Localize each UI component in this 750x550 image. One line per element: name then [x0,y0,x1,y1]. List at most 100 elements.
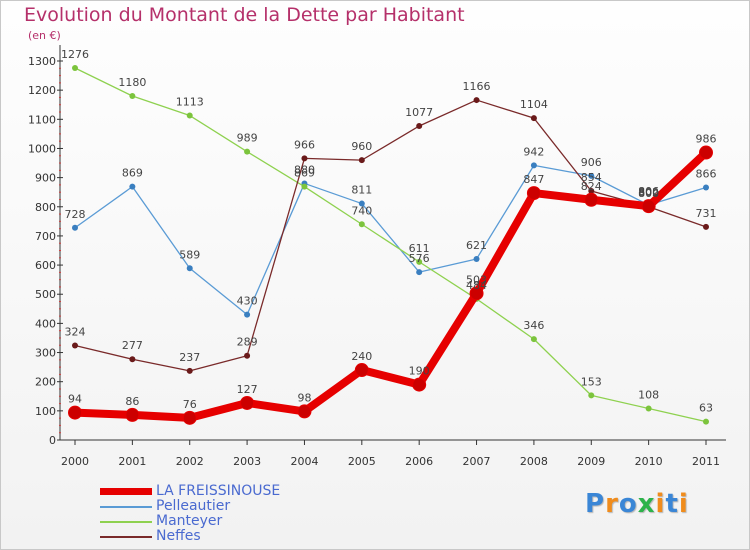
data-point-manteyer [301,183,308,190]
data-point-la-freissinouse [526,186,541,201]
data-label-la-freissinouse: 98 [297,391,311,404]
x-tick-label: 2008 [520,455,548,468]
data-label-pelleautier: 880 [294,163,315,176]
data-point-la-freissinouse [584,192,599,207]
data-point-neffes [588,188,595,195]
y-tick-label: 0 [49,434,56,447]
y-tick-label: 100 [35,405,56,418]
x-tick-label: 2002 [176,455,204,468]
data-point-pelleautier [244,311,251,318]
data-label-manteyer: 346 [523,319,544,332]
data-label-manteyer: 63 [699,402,713,415]
data-label-neffes: 237 [179,351,200,364]
data-point-neffes [72,342,78,349]
data-label-neffes: 731 [696,207,717,220]
y-tick-label: 1000 [28,142,56,155]
data-point-pelleautier [129,183,136,190]
data-label-manteyer: 484 [466,279,487,292]
x-tick-label: 2009 [577,455,605,468]
data-point-la-freissinouse [240,395,255,410]
data-point-manteyer [703,418,709,425]
logo-letter: t [665,489,679,519]
data-label-la-freissinouse: 847 [523,173,544,186]
data-point-neffes [244,352,251,359]
data-label-pelleautier: 576 [409,252,430,265]
data-label-pelleautier: 866 [696,168,717,181]
data-point-la-freissinouse [297,404,312,419]
series-line-la-freissinouse [71,148,710,422]
data-label-pelleautier: 906 [581,156,602,169]
data-point-la-freissinouse [125,407,140,422]
data-label-manteyer: 989 [237,132,258,145]
data-point-neffes [301,155,308,162]
data-point-manteyer [358,221,365,228]
x-tick-label: 2004 [290,455,318,468]
y-tick-label: 500 [35,288,56,301]
data-label-la-freissinouse: 127 [237,383,258,396]
data-label-manteyer: 1180 [118,76,146,89]
data-point-pelleautier [588,172,595,179]
x-tick-label: 2000 [61,455,89,468]
data-label-manteyer: 740 [351,204,372,217]
data-point-neffes [129,356,136,363]
data-label-la-freissinouse: 240 [351,350,372,363]
data-label-pelleautier: 621 [466,239,487,252]
data-point-pelleautier [72,224,78,231]
y-tick-label: 300 [35,347,56,360]
legend-swatch [100,521,152,523]
data-label-neffes: 854 [581,171,602,184]
data-label-pelleautier: 806 [638,185,659,198]
data-label-la-freissinouse: 986 [696,133,717,146]
y-tick-label: 1300 [28,55,56,68]
y-tick-label: 1100 [28,113,56,126]
data-point-manteyer [645,405,652,412]
logo-letter: i [678,489,689,519]
data-point-la-freissinouse [641,199,656,214]
legend-label: LA FREISSINOUSE [156,483,281,499]
data-label-neffes: 277 [122,339,143,352]
data-point-neffes [530,115,537,122]
data-label-la-freissinouse: 824 [581,180,602,193]
data-label-la-freissinouse: 86 [125,395,139,408]
data-label-manteyer: 1113 [176,96,204,109]
data-label-manteyer: 1276 [61,48,89,61]
data-point-manteyer [530,336,537,343]
data-point-neffes [358,157,365,164]
data-point-neffes [186,367,193,374]
x-tick-label: 2006 [405,455,433,468]
series-line-pelleautier [74,164,707,316]
logo-letter: i [655,489,666,519]
data-point-la-freissinouse [412,377,427,392]
data-label-manteyer: 108 [638,389,659,402]
legend-label: Neffes [156,528,201,544]
data-label-pelleautier: 430 [237,295,258,308]
data-label-pelleautier: 869 [122,167,143,180]
y-tick-label: 200 [35,376,56,389]
chart-title: Evolution du Montant de la Dette par Hab… [24,4,465,26]
y-tick-label: 1200 [28,84,56,97]
data-label-pelleautier: 589 [179,248,200,261]
y-tick-label: 700 [35,230,56,243]
data-point-la-freissinouse [469,286,484,301]
data-point-neffes [703,223,709,230]
unit-label: (en €) [28,29,61,42]
data-point-manteyer [186,112,193,119]
data-point-manteyer [244,148,251,155]
y-tick-label: 600 [35,259,56,272]
x-tick-label: 2001 [118,455,146,468]
data-point-pelleautier [530,162,537,169]
data-point-pelleautier [473,255,480,262]
data-label-neffes: 289 [237,336,258,349]
legend-swatch [100,506,152,508]
data-point-manteyer [72,64,78,71]
data-label-la-freissinouse: 94 [68,393,82,406]
legend-label: Pelleautier [156,498,231,514]
data-label-manteyer: 869 [294,167,315,180]
data-label-neffes: 966 [294,138,315,151]
data-label-pelleautier: 942 [523,145,544,158]
data-label-pelleautier: 728 [65,208,86,221]
data-point-manteyer [588,392,595,399]
series-line-manteyer [74,67,707,423]
data-label-la-freissinouse: 802 [638,186,659,199]
legend-swatch [100,488,152,495]
